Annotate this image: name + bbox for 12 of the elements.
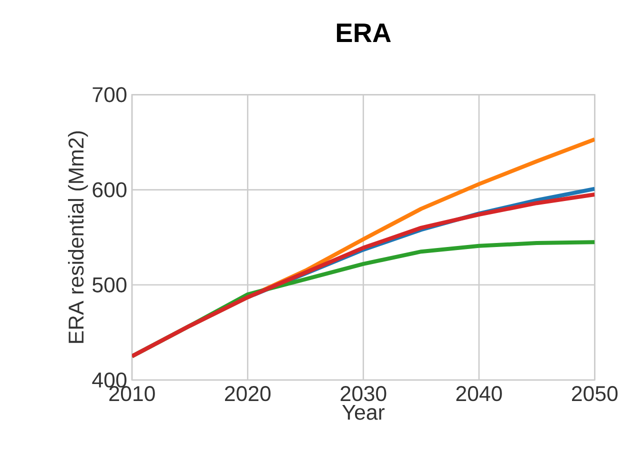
x-tick-label: 2010 bbox=[109, 386, 155, 402]
x-tick-label: 2020 bbox=[225, 386, 271, 402]
x-tick-label: 2040 bbox=[456, 386, 502, 402]
y-axis-title: ERA residential (Mm2) bbox=[68, 131, 88, 343]
y-tick-label: 600 bbox=[92, 182, 126, 198]
x-tick-label: 2030 bbox=[340, 386, 386, 402]
y-tick-label: 500 bbox=[92, 277, 126, 292]
chart-title: ERA bbox=[336, 24, 391, 42]
x-axis-title: Year bbox=[342, 404, 385, 420]
y-tick-label: 400 bbox=[92, 372, 126, 388]
y-tick-label: 700 bbox=[92, 87, 126, 102]
x-tick-label: 2050 bbox=[572, 386, 618, 402]
